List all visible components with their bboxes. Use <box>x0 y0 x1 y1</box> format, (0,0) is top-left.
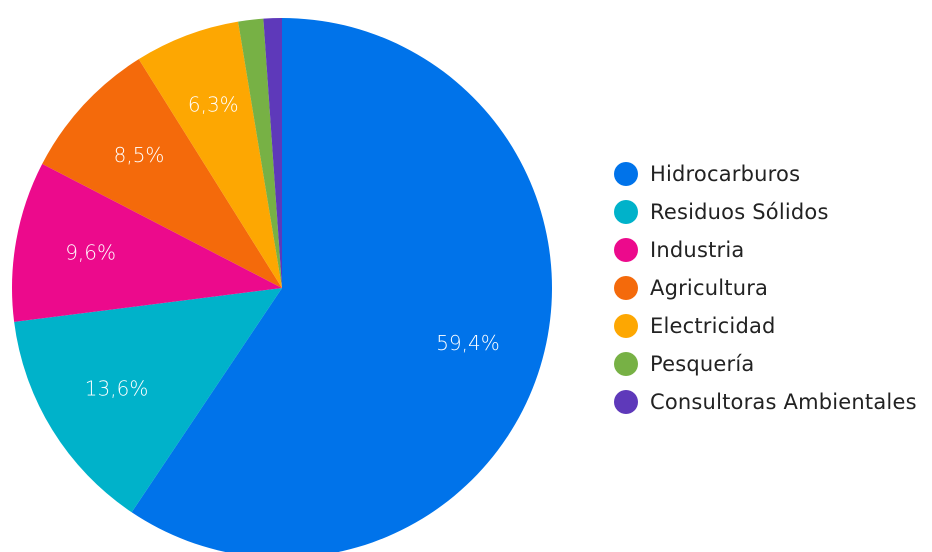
legend-swatch <box>614 200 638 224</box>
data-label-industria: 9,6% <box>65 240 116 264</box>
legend-item-residuos-solidos: Residuos Sólidos <box>614 193 917 231</box>
pie-slice-agricultura <box>42 59 283 289</box>
legend-label: Industria <box>650 238 745 262</box>
legend-label: Consultoras Ambientales <box>650 390 917 414</box>
pie-slice-pesqueria <box>238 18 282 288</box>
legend-swatch <box>614 390 638 414</box>
pie-slice-residuos-solidos <box>14 288 283 513</box>
legend-swatch <box>614 276 638 300</box>
legend-swatch <box>614 238 638 262</box>
legend-swatch <box>614 352 638 376</box>
pie-slice-hidrocarburos <box>131 18 552 552</box>
pie-slice-industria <box>11 163 282 322</box>
pie-slice-consultoras-ambientales <box>263 18 282 288</box>
legend-item-electricidad: Electricidad <box>614 307 917 345</box>
legend-label: Residuos Sólidos <box>650 200 829 224</box>
data-label-residuos-solidos: 13,6% <box>85 377 149 401</box>
legend-label: Hidrocarburos <box>650 162 801 186</box>
legend-label: Pesquería <box>650 352 755 376</box>
legend-label: Electricidad <box>650 314 776 338</box>
legend-item-industria: Industria <box>614 231 917 269</box>
pie-slice-electricidad <box>138 21 282 289</box>
legend-swatch <box>614 314 638 338</box>
legend-swatch <box>614 162 638 186</box>
legend-item-pesqueria: Pesquería <box>614 345 917 383</box>
data-label-hidrocarburos: 59,4% <box>436 331 500 355</box>
pie-chart-svg: 59,4% 13,6% 9,6% 8,5% 6,3% <box>11 18 552 552</box>
legend-item-consultoras-ambientales: Consultoras Ambientales <box>614 383 917 421</box>
data-label-agricultura: 8,5% <box>114 143 165 167</box>
legend-item-agricultura: Agricultura <box>614 269 917 307</box>
legend-label: Agricultura <box>650 276 769 300</box>
legend-item-hidrocarburos: Hidrocarburos <box>614 155 917 193</box>
chart-legend: Hidrocarburos Residuos Sólidos Industria Ag… <box>614 155 917 421</box>
data-label-electricidad: 6,3% <box>188 93 239 117</box>
